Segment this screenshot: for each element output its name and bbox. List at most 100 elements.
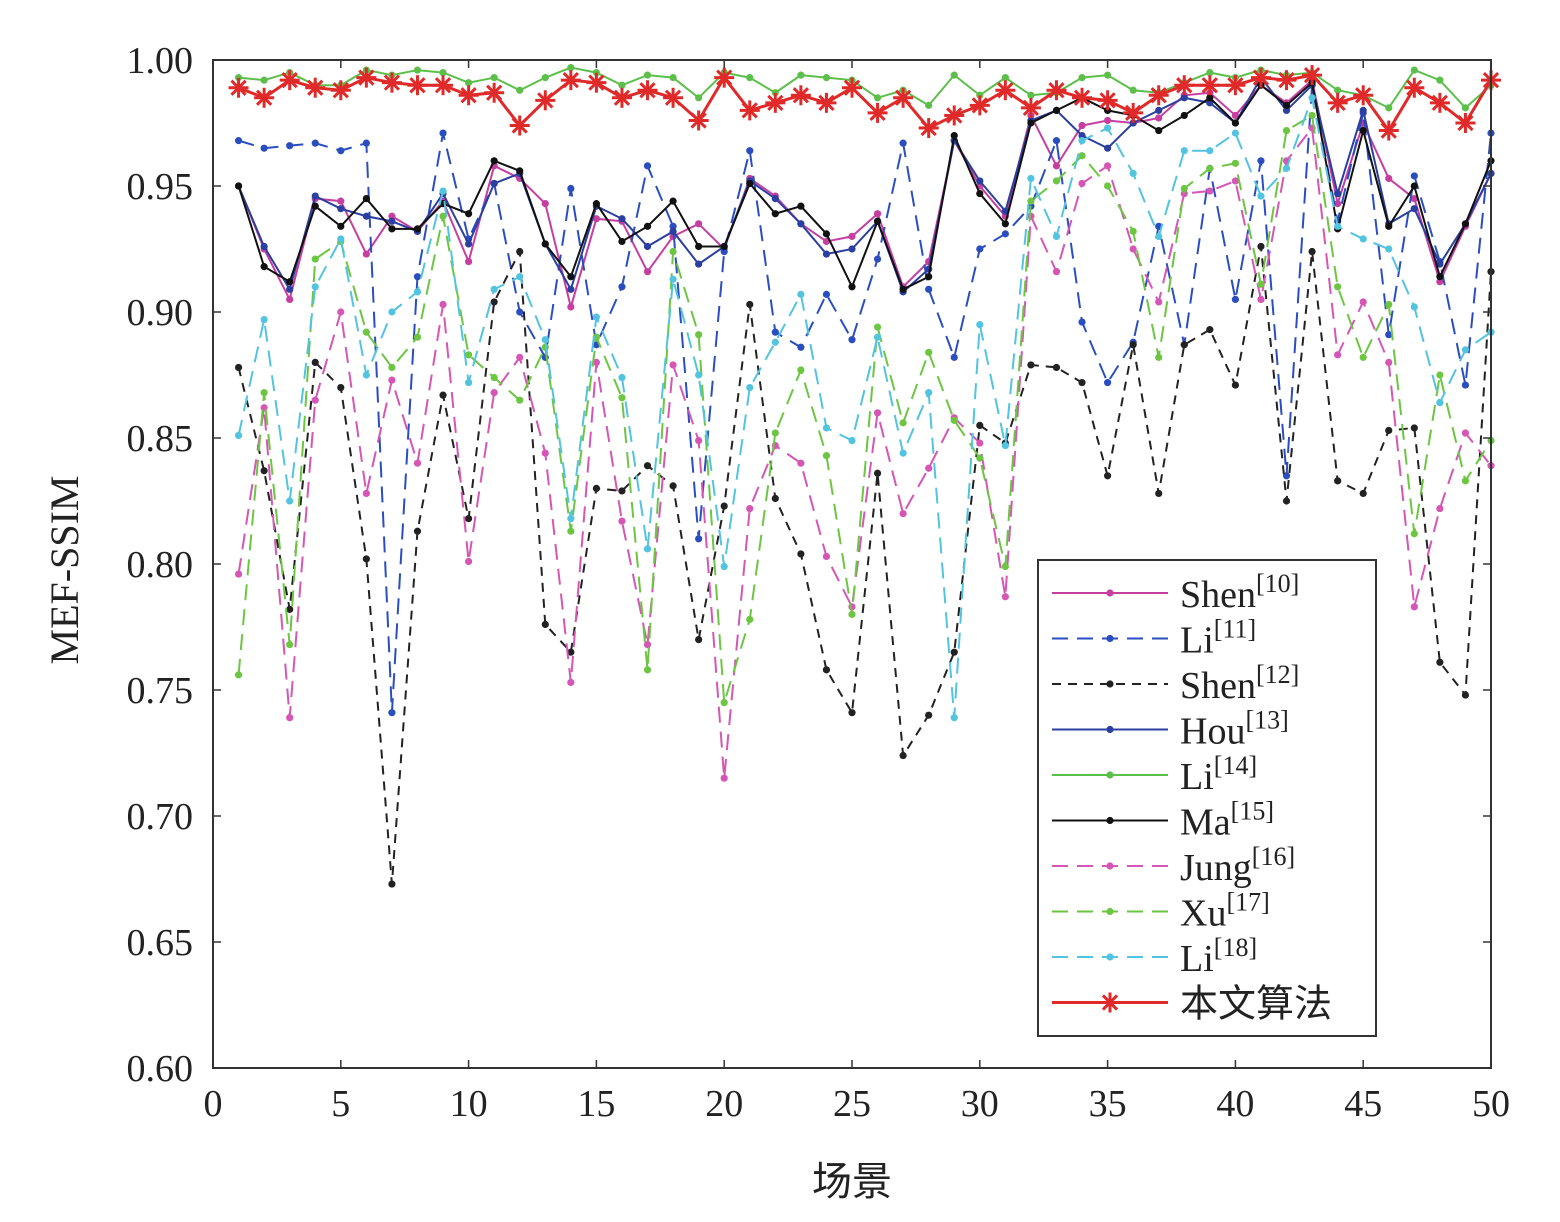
data-point — [260, 467, 268, 475]
data-point — [669, 275, 677, 283]
data-point — [746, 147, 754, 155]
data-point — [873, 323, 882, 331]
data-point — [1308, 111, 1316, 120]
data-point — [516, 308, 524, 316]
data-point — [490, 157, 498, 165]
data-point — [1334, 351, 1342, 359]
data-point — [490, 179, 498, 188]
data-point — [1257, 280, 1265, 288]
data-point — [388, 217, 396, 225]
data-point — [695, 535, 703, 543]
data-point — [1052, 106, 1061, 114]
data-point — [720, 774, 728, 782]
data-point — [439, 187, 447, 195]
data-point — [490, 373, 498, 382]
data-point — [439, 69, 447, 77]
data-point — [1359, 489, 1367, 498]
data-point — [567, 273, 575, 281]
data-point — [234, 570, 243, 578]
data-point — [1206, 187, 1214, 195]
data-point — [1129, 169, 1137, 177]
data-point — [873, 333, 882, 341]
data-point — [1155, 126, 1163, 135]
data-point — [234, 74, 243, 82]
data-point — [669, 222, 677, 230]
data-point — [1001, 230, 1009, 238]
data-point — [1276, 70, 1297, 91]
x-tick-label: 35 — [1089, 1083, 1127, 1125]
data-point — [925, 285, 933, 293]
data-point — [643, 666, 652, 674]
data-point — [1155, 106, 1163, 114]
data-point — [611, 87, 632, 108]
data-point — [848, 245, 856, 253]
data-point — [1078, 378, 1086, 387]
data-point — [899, 139, 907, 147]
data-point — [797, 220, 805, 228]
data-point — [797, 71, 805, 79]
data-point — [286, 605, 294, 613]
data-point — [1052, 137, 1061, 145]
data-point — [643, 462, 652, 470]
data-point — [541, 74, 549, 82]
data-point — [516, 396, 524, 404]
data-point — [1257, 192, 1265, 200]
data-point — [516, 167, 524, 175]
data-point — [1104, 182, 1112, 190]
data-point — [260, 76, 268, 84]
data-point — [976, 321, 984, 329]
x-tick-label: 0 — [204, 1083, 223, 1125]
data-point — [771, 338, 779, 346]
data-point — [790, 85, 811, 106]
data-point — [1308, 247, 1316, 256]
data-point — [1078, 121, 1086, 130]
data-point — [234, 182, 243, 190]
data-point — [567, 678, 575, 687]
data-point — [413, 527, 422, 535]
data-point — [1410, 303, 1418, 311]
x-tick-label: 45 — [1344, 1083, 1382, 1125]
data-point — [925, 389, 933, 397]
data-point — [1461, 429, 1470, 437]
data-point — [1180, 147, 1188, 155]
data-point — [337, 147, 345, 155]
data-point — [873, 210, 882, 218]
data-point — [618, 237, 626, 246]
data-point — [950, 416, 958, 424]
data-point — [822, 290, 831, 298]
data-point — [1052, 177, 1061, 185]
data-point — [669, 227, 677, 235]
series-line — [237, 246, 1492, 885]
data-point — [465, 210, 473, 218]
data-point — [822, 424, 831, 432]
y-tick-label: 0.60 — [127, 1048, 194, 1090]
data-point — [1027, 361, 1035, 369]
data-point — [695, 94, 703, 102]
data-point — [1123, 102, 1144, 123]
data-point — [234, 137, 243, 145]
legend-item: Shen[10] — [1052, 569, 1299, 616]
data-point — [848, 610, 856, 619]
data-point — [618, 487, 626, 495]
legend-ref: [15] — [1231, 797, 1274, 826]
x-tick-label: 15 — [577, 1083, 615, 1125]
data-point — [388, 880, 396, 888]
legend-item: Jung[16] — [1052, 842, 1295, 889]
data-point — [286, 497, 294, 505]
data-point — [465, 240, 473, 248]
y-tick-label: 0.70 — [127, 796, 194, 838]
data-point — [873, 217, 882, 225]
data-point — [311, 139, 319, 147]
data-point — [822, 230, 831, 238]
data-point — [1225, 75, 1246, 96]
y-tick-label: 0.80 — [127, 544, 194, 586]
data-point — [873, 255, 882, 263]
data-point — [1282, 497, 1291, 505]
legend-marker — [1106, 771, 1114, 779]
data-point — [1429, 92, 1450, 113]
data-point — [567, 63, 575, 72]
data-point — [695, 260, 703, 268]
data-point — [1436, 278, 1444, 286]
legend-marker — [1106, 862, 1114, 870]
data-point — [1461, 477, 1470, 485]
